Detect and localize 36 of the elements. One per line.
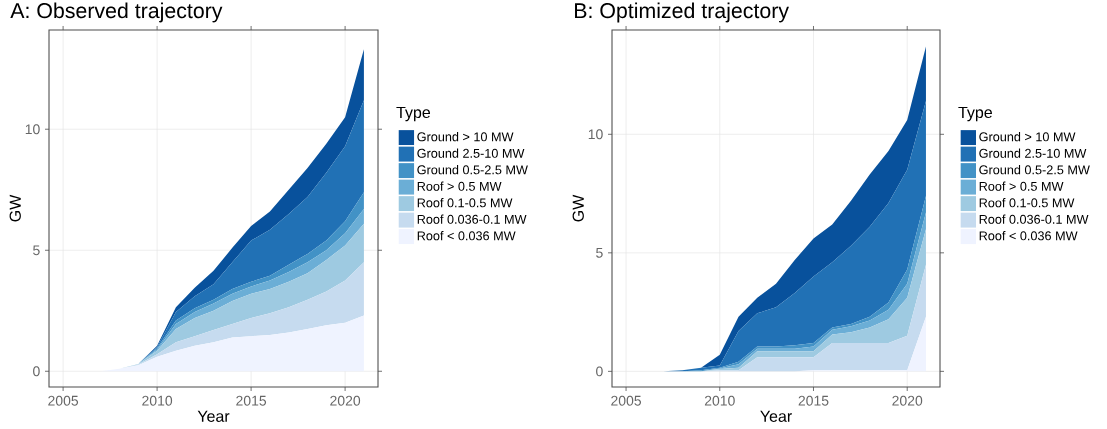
y-axis-title: GW <box>572 194 584 222</box>
x-tick-label: 2015 <box>798 395 829 406</box>
legend-label: Ground > 10 MW <box>979 131 1076 142</box>
legend-label: Roof > 0.5 MW <box>417 181 502 191</box>
chart-title: A: Observed trajectory <box>10 2 223 23</box>
y-tick-label: 10 <box>25 124 40 135</box>
legend-label: Roof 0.036-0.1 MW <box>979 214 1089 224</box>
chart-title: B: Optimized trajectory <box>575 2 789 23</box>
legend-label: Roof 0.1-0.5 MW <box>979 198 1075 208</box>
x-tick-label: 2005 <box>48 395 79 406</box>
legend-label: Ground 2.5-10 MW <box>979 148 1087 158</box>
x-tick-label: 2010 <box>142 395 173 406</box>
x-tick-label: 2020 <box>330 395 361 406</box>
x-tick-label: 2010 <box>704 395 735 406</box>
legend-title: Type <box>396 106 431 122</box>
legend-label: Roof > 0.5 MW <box>979 181 1064 191</box>
x-tick-label: 2015 <box>236 395 267 406</box>
y-tick-label: 0 <box>596 366 603 377</box>
legend-label: Roof 0.1-0.5 MW <box>417 198 513 208</box>
x-tick-label: 2020 <box>892 395 923 406</box>
x-axis-title: Year <box>760 410 792 422</box>
y-tick-label: 10 <box>588 129 603 140</box>
legend-label: Ground 2.5-10 MW <box>417 148 525 158</box>
legend-label: Roof < 0.036 MW <box>417 231 516 241</box>
y-tick-label: 5 <box>33 245 40 256</box>
y-axis-title: GW <box>9 194 21 222</box>
legend-label: Ground 0.5-2.5 MW <box>417 165 528 175</box>
legend-title: Type <box>958 106 992 122</box>
legend-label: Ground > 10 MW <box>417 131 514 142</box>
legend-label: Roof 0.036-0.1 MW <box>417 214 527 224</box>
y-tick-label: 0 <box>33 366 40 377</box>
legend-label: Ground 0.5-2.5 MW <box>979 165 1090 175</box>
y-tick-label: 5 <box>596 247 603 258</box>
x-axis-title: Year <box>197 410 230 422</box>
legend-label: Roof < 0.036 MW <box>979 231 1078 241</box>
x-tick-label: 2005 <box>611 395 642 406</box>
